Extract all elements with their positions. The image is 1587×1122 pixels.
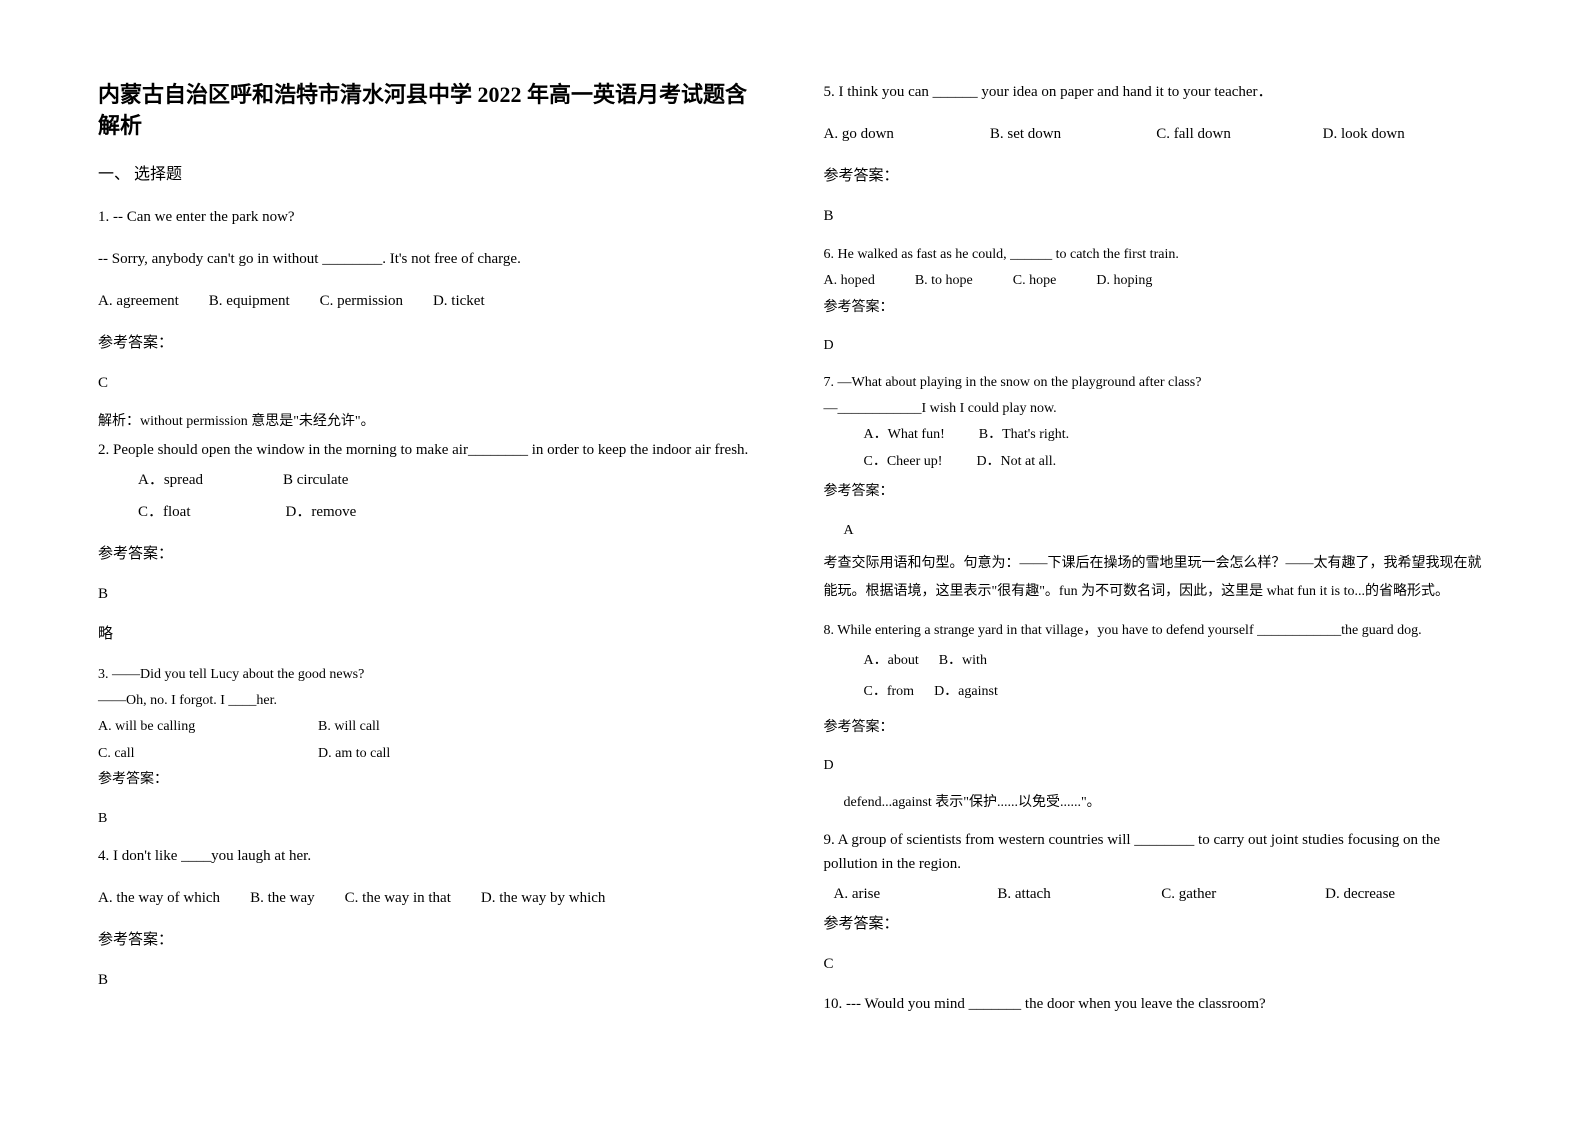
q6-stem: 6. He walked as fast as he could, ______… <box>824 244 1490 266</box>
q2-opt-d: D．remove <box>286 500 357 524</box>
q9-opt-c: C. gather <box>1161 882 1325 906</box>
q4-opt-b: B. the way <box>250 886 315 910</box>
q3-stem2: ——Oh, no. I forgot. I ____her. <box>98 690 764 712</box>
q2-answer: B <box>98 582 764 606</box>
q8-stem: 8. While entering a strange yard in that… <box>824 620 1490 642</box>
q1-stem1: 1. -- Can we enter the park now? <box>98 205 764 229</box>
q8-explain: defend...against 表示"保护......以免受......"。 <box>824 792 1490 814</box>
q5-opt-a: A. go down <box>824 122 990 146</box>
q8-answer: D <box>824 755 1490 777</box>
q6-options: A. hoped B. to hope C. hope D. hoping <box>824 270 1490 292</box>
q7-opt-a: A．What fun! <box>864 424 945 446</box>
exam-page: 内蒙古自治区呼和浩特市清水河县中学 2022 年高一英语月考试题含解析 一、 选… <box>0 0 1587 1074</box>
q3-options-ab: A. will be calling B. will call <box>98 716 764 738</box>
q6-opt-a: A. hoped <box>824 270 875 292</box>
q3-answer-label: 参考答案： <box>98 769 764 791</box>
q2-opt-a: A．spread <box>138 468 203 492</box>
q1-opt-d: D. ticket <box>433 289 485 313</box>
right-column: 5. I think you can ______ your idea on p… <box>824 80 1490 1034</box>
q4-opt-c: C. the way in that <box>345 886 451 910</box>
q3-stem1: 3. ——Did you tell Lucy about the good ne… <box>98 664 764 686</box>
q8-opt-b: B．with <box>939 650 987 672</box>
q9-stem: 9. A group of scientists from western co… <box>824 828 1490 876</box>
q5-opt-d: D. look down <box>1323 122 1489 146</box>
q7-options-ab: A．What fun! B．That's right. <box>824 424 1490 446</box>
q2-opt-c: C．float <box>138 500 191 524</box>
q1-opt-a: A. agreement <box>98 289 179 313</box>
q7-stem2: —____________I wish I could play now. <box>824 398 1490 420</box>
q1-opt-c: C. permission <box>320 289 403 313</box>
q8-options-ab: A．about B．with <box>824 650 1490 672</box>
q1-explain-text: 解析：without permission 意思是"未经允许"。 <box>98 414 375 429</box>
q3-opt-d: D. am to call <box>318 743 390 765</box>
q8-answer-label: 参考答案： <box>824 717 1490 739</box>
q1-opt-b: B. equipment <box>209 289 290 313</box>
q2-options-ab: A．spread B circulate <box>98 468 764 492</box>
q6-opt-c: C. hope <box>1013 270 1057 292</box>
q9-opt-d: D. decrease <box>1325 882 1489 906</box>
section-heading: 一、 选择题 <box>98 162 764 188</box>
q8-options-cd: C．from D．against <box>824 681 1490 703</box>
q3-options-cd: C. call D. am to call <box>98 743 764 765</box>
q4-opt-d: D. the way by which <box>481 886 606 910</box>
q2-opt-b: B circulate <box>283 468 348 492</box>
q5-stem: 5. I think you can ______ your idea on p… <box>824 80 1490 104</box>
q2-stem: 2. People should open the window in the … <box>98 438 764 462</box>
q1-answer: C <box>98 371 764 395</box>
q5-opt-c: C. fall down <box>1156 122 1322 146</box>
q5-options: A. go down B. set down C. fall down D. l… <box>824 122 1490 146</box>
q7-opt-b: B．That's right. <box>979 424 1069 446</box>
q2-note: 略 <box>98 622 764 646</box>
q1-options: A. agreement B. equipment C. permission … <box>98 289 764 313</box>
q9-options: A. arise B. attach C. gather D. decrease <box>824 882 1490 906</box>
q1-stem2: -- Sorry, anybody can't go in without __… <box>98 247 764 271</box>
q10-stem: 10. --- Would you mind _______ the door … <box>824 992 1490 1016</box>
q8-opt-d: D．against <box>934 681 998 703</box>
q4-stem: 4. I don't like ____you laugh at her. <box>98 844 764 868</box>
q7-explain: 考查交际用语和句型。句意为：——下课后在操场的雪地里玩一会怎么样？——太有趣了，… <box>824 550 1490 606</box>
q4-answer-label: 参考答案： <box>98 928 764 952</box>
q5-opt-b: B. set down <box>990 122 1156 146</box>
q1-explain: 解析：without permission 意思是"未经允许"。 <box>98 411 764 433</box>
q7-options-cd: C．Cheer up! D．Not at all. <box>824 451 1490 473</box>
q6-answer: D <box>824 335 1490 357</box>
q7-answer-label: 参考答案： <box>824 481 1490 503</box>
q3-opt-a: A. will be calling <box>98 716 318 738</box>
q1-answer-label: 参考答案： <box>98 331 764 355</box>
q8-opt-c: C．from <box>864 681 915 703</box>
q6-answer-label: 参考答案： <box>824 297 1490 319</box>
q9-answer: C <box>824 952 1490 976</box>
page-title: 内蒙古自治区呼和浩特市清水河县中学 2022 年高一英语月考试题含解析 <box>98 80 764 142</box>
q6-opt-d: D. hoping <box>1096 270 1152 292</box>
q3-opt-b: B. will call <box>318 716 380 738</box>
q5-answer-label: 参考答案： <box>824 164 1490 188</box>
q7-opt-d: D．Not at all. <box>976 451 1056 473</box>
q3-opt-c: C. call <box>98 743 318 765</box>
q4-opt-a: A. the way of which <box>98 886 220 910</box>
q7-opt-c: C．Cheer up! <box>864 451 943 473</box>
q2-answer-label: 参考答案： <box>98 542 764 566</box>
q7-answer: A <box>824 520 1490 542</box>
q2-options-cd: C．float D．remove <box>98 500 764 524</box>
q5-answer: B <box>824 204 1490 228</box>
q4-options: A. the way of which B. the way C. the wa… <box>98 886 764 910</box>
q9-answer-label: 参考答案： <box>824 912 1490 936</box>
q8-opt-a: A．about <box>864 650 919 672</box>
q4-answer: B <box>98 968 764 992</box>
q3-answer: B <box>98 808 764 830</box>
q6-opt-b: B. to hope <box>915 270 973 292</box>
q9-opt-a: A. arise <box>834 882 998 906</box>
left-column: 内蒙古自治区呼和浩特市清水河县中学 2022 年高一英语月考试题含解析 一、 选… <box>98 80 764 1034</box>
q9-opt-b: B. attach <box>997 882 1161 906</box>
q7-stem1: 7. —What about playing in the snow on th… <box>824 372 1490 394</box>
